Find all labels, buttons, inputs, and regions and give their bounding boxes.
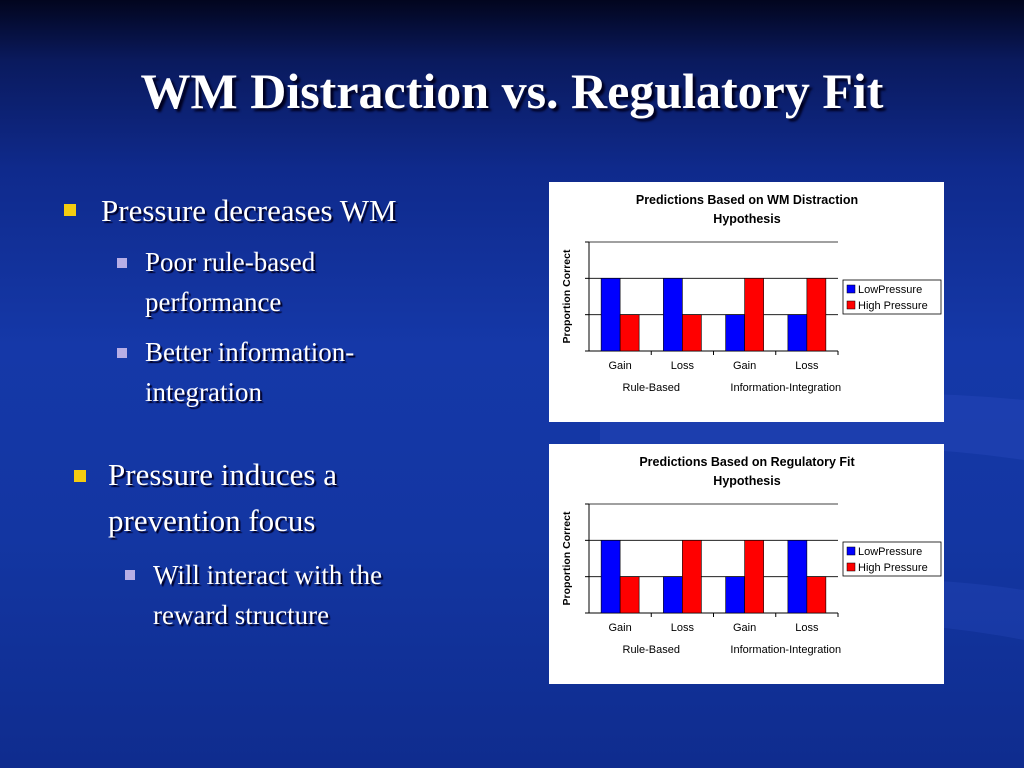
x-tick-label: Loss bbox=[795, 360, 819, 372]
sub-bullet-reward-structure: Will interact with the reward structure bbox=[153, 560, 383, 630]
chart-title-line: Predictions Based on Regulatory Fit bbox=[639, 455, 855, 469]
x-tick-label: Gain bbox=[609, 622, 632, 634]
y-axis-label: Proportion Correct bbox=[561, 249, 573, 343]
legend-label: LowPressure bbox=[858, 284, 922, 296]
group-label: Information-Integration bbox=[730, 644, 841, 656]
chart-wm-distraction-svg: Predictions Based on WM Distraction Hypot… bbox=[561, 193, 942, 394]
bar bbox=[725, 314, 745, 352]
bar bbox=[600, 540, 621, 614]
chart-title-line: Hypothesis bbox=[713, 212, 780, 226]
bullet-marker bbox=[74, 470, 86, 482]
bar bbox=[619, 314, 640, 352]
bar bbox=[806, 278, 827, 352]
group-label: Rule-Based bbox=[623, 382, 680, 394]
bar bbox=[682, 314, 702, 352]
chart-regulatory-fit: Predictions Based on Regulatory Fit Hypot… bbox=[549, 444, 944, 684]
bar bbox=[744, 540, 764, 614]
legend-swatch bbox=[846, 284, 856, 294]
bullet-pressure-decreases-wm: Pressure decreases WM bbox=[101, 193, 397, 228]
chart-regulatory-fit-svg: Predictions Based on Regulatory Fit Hypot… bbox=[561, 455, 942, 656]
slide-title: WM Distraction vs. Regulatory Fit bbox=[140, 63, 884, 119]
x-tick-label: Loss bbox=[795, 622, 819, 634]
bar bbox=[619, 576, 640, 614]
bar bbox=[725, 576, 745, 614]
bar bbox=[744, 278, 764, 352]
chart-title-line: Predictions Based on WM Distraction bbox=[636, 193, 858, 207]
chart-wm-distraction: Predictions Based on WM Distraction Hypot… bbox=[549, 182, 944, 422]
legend-swatch bbox=[846, 300, 856, 310]
legend-swatch bbox=[846, 546, 856, 556]
bar bbox=[787, 314, 808, 352]
sub-bullet-marker bbox=[125, 570, 135, 580]
bar bbox=[663, 278, 683, 352]
bar bbox=[663, 576, 683, 614]
sub-bullet-poor-rule-based: Poor rule-based performance bbox=[145, 247, 316, 317]
bar bbox=[600, 278, 621, 352]
bullet-marker bbox=[64, 204, 76, 216]
x-tick-label: Gain bbox=[733, 622, 756, 634]
legend-label: High Pressure bbox=[858, 562, 928, 574]
bullet-pressure-induces-prevention: Pressure induces a prevention focus bbox=[108, 457, 337, 538]
sub-bullet-marker bbox=[117, 258, 127, 268]
legend-label: LowPressure bbox=[858, 546, 922, 558]
sub-bullet-better-information-integration: Better information-integration bbox=[145, 337, 355, 407]
legend-box bbox=[842, 541, 942, 577]
legend-swatch bbox=[846, 562, 856, 572]
group-label: Information-Integration bbox=[730, 382, 841, 394]
bar bbox=[787, 540, 808, 614]
x-tick-label: Loss bbox=[671, 360, 695, 372]
x-tick-label: Gain bbox=[609, 360, 632, 372]
sub-bullet-marker bbox=[117, 348, 127, 358]
chart-title-line: Hypothesis bbox=[713, 474, 780, 488]
x-tick-label: Loss bbox=[671, 622, 695, 634]
bar bbox=[806, 576, 827, 614]
y-axis-label: Proportion Correct bbox=[561, 511, 573, 605]
bar bbox=[682, 540, 702, 614]
legend-label: High Pressure bbox=[858, 300, 928, 312]
legend-box bbox=[842, 279, 942, 315]
group-label: Rule-Based bbox=[623, 644, 680, 656]
x-tick-label: Gain bbox=[733, 360, 756, 372]
